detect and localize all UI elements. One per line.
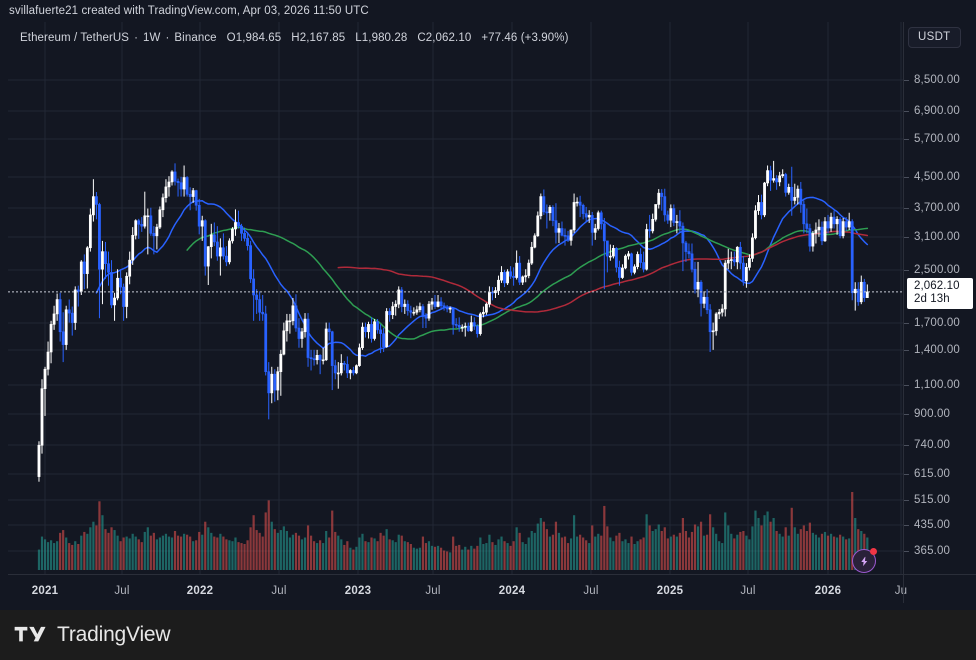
price-tick-label: 515.00: [914, 494, 951, 506]
time-tick-label: 2023: [344, 585, 372, 597]
chart-frame: Ethereum / TetherUS · 1W · Binance O1,98…: [8, 22, 976, 610]
time-tick-label: 2024: [498, 585, 526, 597]
price-tick-label: 365.00: [914, 545, 951, 557]
attribution-text: svillafuerte21 created with TradingView.…: [9, 5, 369, 17]
price-tick-mark: [904, 111, 909, 112]
time-tick-label: 2026: [814, 585, 842, 597]
time-tick-label: 2025: [656, 585, 684, 597]
price-tick-label: 615.00: [914, 468, 951, 480]
price-tick-label: 5,700.00: [914, 133, 960, 145]
alert-lightning-badge[interactable]: [852, 548, 877, 573]
price-tick-mark: [904, 237, 909, 238]
price-and-volume-svg[interactable]: [8, 22, 903, 574]
time-tick-label: Jul: [114, 585, 130, 597]
axis-corner-separator: [903, 575, 904, 603]
current-price-value: 2,062.10: [914, 279, 960, 292]
moving-average-slow-line: [337, 230, 869, 313]
time-tick-label: Jul: [740, 585, 756, 597]
time-tick-label: Jul: [425, 585, 441, 597]
price-tick-mark: [904, 80, 909, 81]
alert-notification-dot: [870, 548, 877, 555]
tradingview-wordmark: TradingView: [57, 623, 171, 646]
price-tick-label: 900.00: [914, 408, 951, 420]
chart-plot-area[interactable]: [8, 22, 903, 574]
candlesticks[interactable]: [37, 160, 869, 482]
price-tick-mark: [904, 139, 909, 140]
time-tick-label: Jul: [271, 585, 287, 597]
attribution-bar: svillafuerte21 created with TradingView.…: [0, 0, 976, 22]
price-tick-mark: [904, 414, 909, 415]
price-tick-label: 435.00: [914, 519, 951, 531]
price-tick-label: 1,100.00: [914, 379, 960, 391]
price-tick-mark: [904, 500, 909, 501]
tradingview-logo-icon: [14, 626, 46, 642]
price-tick-label: 1,400.00: [914, 344, 960, 356]
price-tick-mark: [904, 177, 909, 178]
price-tick-mark: [904, 323, 909, 324]
moving-average-fast-line: [95, 196, 869, 357]
lightning-icon: [860, 556, 867, 566]
price-tick-label: 8,500.00: [914, 74, 960, 86]
price-tick-label: 2,500.00: [914, 264, 960, 276]
price-tick-mark: [904, 525, 909, 526]
price-tick-mark: [904, 385, 909, 386]
current-price-tag[interactable]: 2,062.10 2d 13h: [907, 277, 973, 309]
time-tick-label: Ju: [894, 585, 908, 597]
price-tick-label: 740.00: [914, 439, 951, 451]
time-tick-label: 2021: [31, 585, 59, 597]
time-tick-label: Jul: [583, 585, 599, 597]
price-axis[interactable]: USDT 2,062.10 2d 13h 8,500.00 6,900.00 5,7…: [903, 22, 976, 574]
price-tick-label: 3,100.00: [914, 231, 960, 243]
price-tick-mark: [904, 208, 909, 209]
price-tick-label: 4,500.00: [914, 171, 960, 183]
footer-branding: TradingView: [0, 610, 976, 660]
price-tick-mark: [904, 270, 909, 271]
price-tick-label: 3,700.00: [914, 202, 960, 214]
bar-countdown: 2d 13h: [914, 292, 950, 305]
time-axis[interactable]: 2021 Jul 2022 Jul 2023 Jul 2024 Jul 2025 Jul 2026 J…: [8, 574, 976, 603]
currency-badge[interactable]: USDT: [908, 27, 961, 48]
price-tick-mark: [904, 445, 909, 446]
price-tick-mark: [904, 350, 909, 351]
plot-background: [8, 22, 903, 574]
price-tick-mark: [904, 474, 909, 475]
time-tick-label: 2022: [186, 585, 214, 597]
price-tick-label: 1,700.00: [914, 317, 960, 329]
price-tick-label: 6,900.00: [914, 105, 960, 117]
price-tick-mark: [904, 551, 909, 552]
